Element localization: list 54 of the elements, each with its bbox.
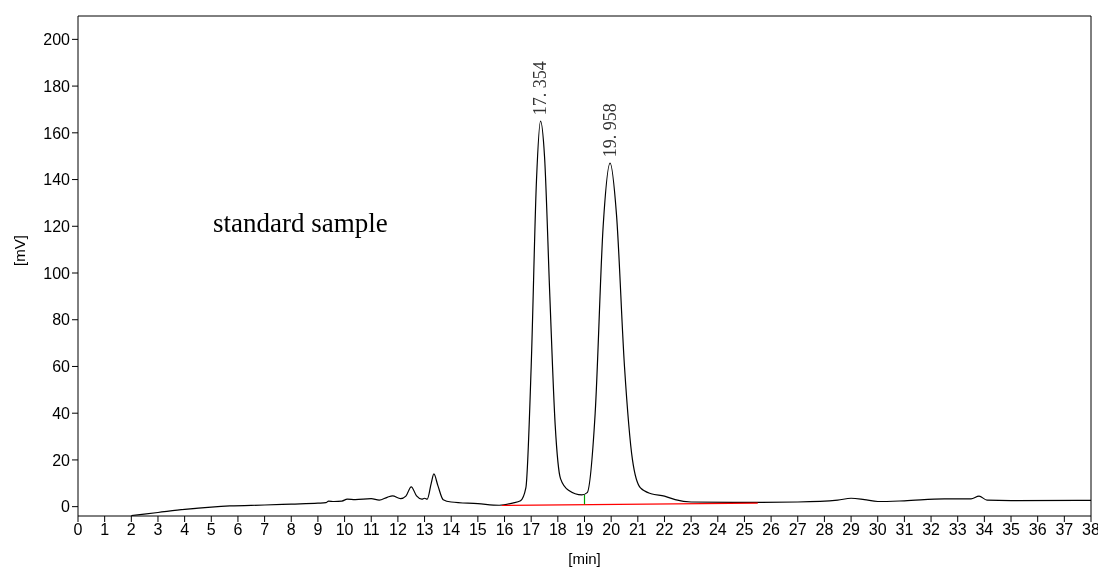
x-tick-label: 11 — [362, 521, 380, 539]
x-tick-label: 22 — [655, 521, 674, 539]
x-tick-label: 1 — [100, 521, 110, 539]
y-tick-label: 180 — [43, 77, 71, 95]
x-tick-label: 14 — [442, 521, 461, 539]
x-tick-label: 33 — [948, 521, 967, 539]
x-tick-label: 2 — [126, 521, 136, 539]
x-tick-label: 30 — [868, 521, 887, 539]
x-tick-label: 25 — [735, 521, 754, 539]
x-tick-label: 18 — [548, 521, 567, 539]
y-axis-title: [mV] — [11, 235, 29, 266]
x-tick-label: 16 — [495, 521, 514, 539]
x-tick-label: 4 — [180, 521, 190, 539]
y-tick-label: 160 — [43, 124, 71, 142]
annotation: 19. 958 — [600, 103, 621, 158]
x-tick-label: 34 — [975, 521, 994, 539]
x-tick-label: 32 — [922, 521, 941, 539]
y-tick-label: 40 — [52, 404, 71, 422]
x-tick-label: 17 — [522, 521, 541, 539]
x-tick-label: 8 — [286, 521, 296, 539]
x-tick-label: 0 — [73, 521, 83, 539]
x-tick-label: 23 — [682, 521, 701, 539]
x-tick-label: 3 — [153, 521, 163, 539]
x-tick-label: 7 — [260, 521, 270, 539]
x-axis-title: [min] — [568, 550, 601, 567]
y-tick-label: 0 — [61, 498, 71, 516]
y-tick-label: 20 — [52, 451, 71, 469]
x-tick-label: 36 — [1028, 521, 1047, 539]
x-tick-label: 35 — [1002, 521, 1021, 539]
x-tick-label: 21 — [628, 521, 647, 539]
x-tick-label: 29 — [842, 521, 861, 539]
y-tick-label: 60 — [52, 358, 71, 376]
y-tick-label: 120 — [43, 217, 71, 235]
x-tick-label: 28 — [815, 521, 834, 539]
y-tick-label: 100 — [43, 264, 71, 282]
x-tick-label: 37 — [1055, 521, 1074, 539]
y-tick-label: 200 — [43, 31, 71, 49]
x-tick-label: 10 — [335, 521, 354, 539]
y-tick-label: 140 — [43, 171, 71, 189]
annotation: standard sample — [213, 208, 388, 239]
x-tick-label: 19 — [575, 521, 594, 539]
annotation: 17. 354 — [530, 61, 551, 116]
x-tick-label: 13 — [415, 521, 434, 539]
x-tick-label: 5 — [206, 521, 216, 539]
x-tick-label: 27 — [788, 521, 807, 539]
x-tick-label: 6 — [233, 521, 243, 539]
x-tick-label: 12 — [389, 521, 407, 539]
x-tick-label: 24 — [708, 521, 727, 539]
x-tick-label: 15 — [468, 521, 487, 539]
x-tick-label: 20 — [602, 521, 621, 539]
x-tick-label: 26 — [762, 521, 781, 539]
x-tick-label: 31 — [895, 521, 914, 539]
x-tick-label: 9 — [313, 521, 323, 539]
y-tick-label: 80 — [52, 311, 71, 329]
